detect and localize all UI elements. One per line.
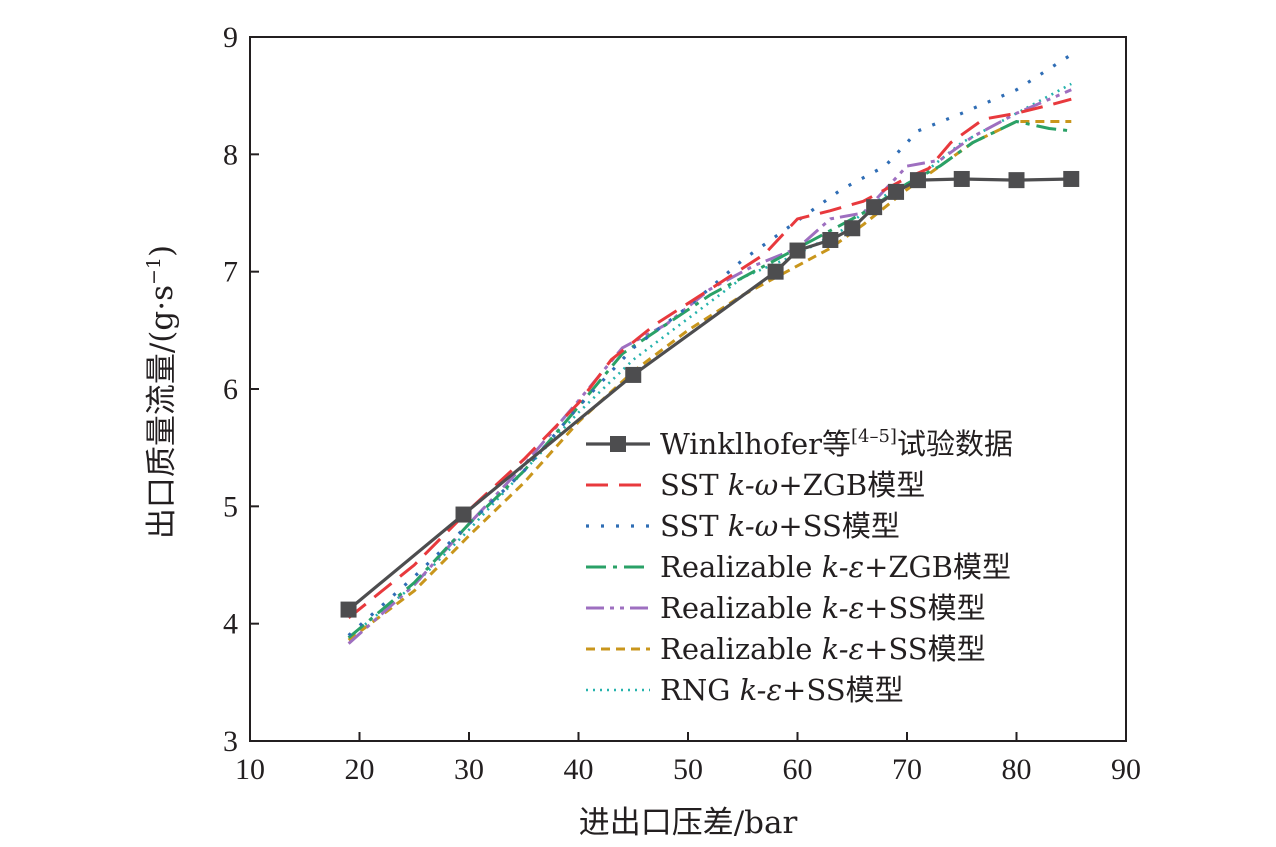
data-point-marker [866,199,883,216]
x-tick-label: 70 [892,753,922,786]
x-tick-label: 40 [564,753,594,786]
x-tick-label: 50 [673,753,703,786]
legend-label-0: Winklhofer等[4–5]试验数据 [660,426,1013,461]
x-tick-label: 80 [1002,753,1032,786]
series-line-5 [347,120,1072,642]
y-tick-label: 9 [223,21,238,54]
y-tick-label: 5 [223,490,238,523]
x-tick-label: 20 [345,753,375,786]
data-point-marker [625,366,642,383]
y-axis-title-s: s [144,285,180,301]
y-axis-title-main: 出口质量流量/(g [144,311,180,539]
legend-label-5: Realizable k-ε+SS模型 [660,632,986,666]
legend-label-4: Realizable k-ε+SS模型 [660,591,986,625]
data-point-marker [822,231,839,248]
axis-ticks: 10 20 30 40 50 60 70 80 90 3 4 5 6 7 8 9 [223,21,1141,786]
data-point-marker [1063,170,1080,187]
y-tick-label: 4 [223,608,238,641]
y-tick-label: 3 [223,725,238,758]
y-tick-label: 8 [223,138,238,171]
legend-label-1: SST k-ω+ZGB模型 [660,468,925,502]
y-tick-label: 6 [223,373,238,406]
y-axis-title-dot: · [144,301,180,311]
series-line-1 [347,97,1072,619]
data-point-marker [844,220,861,237]
data-point-marker [767,263,784,280]
legend-label-6: RNG k-ε+SS模型 [660,673,904,707]
series-layer [340,53,1080,645]
legend: Winklhofer等[4–5]试验数据 SST k-ω+ZGB模型 SST k-ω… [586,426,1013,707]
data-point-marker [789,242,806,259]
legend-label-2: SST k-ω+SS模型 [660,509,900,543]
x-tick-label: 60 [783,753,813,786]
series-line-0 [347,177,1072,611]
y-axis-title: 出口质量流量/(g·s−1) [143,245,180,539]
series-line-4 [347,88,1072,645]
data-point-marker [953,170,970,187]
x-tick-label: 90 [1111,753,1141,786]
data-point-marker [888,183,905,200]
x-tick-label: 10 [235,753,265,786]
data-point-marker [1008,172,1025,189]
data-point-marker [340,601,357,618]
data-point-marker [455,506,472,523]
y-axis-title-sup: −1 [143,257,165,285]
x-axis-title: 进出口压差/bar [579,805,798,841]
y-tick-label: 7 [223,256,238,289]
y-axis-title-close: ) [144,245,180,257]
legend-marker [610,436,626,452]
data-point-marker [909,172,926,189]
legend-label-3: Realizable k-ε+ZGB模型 [660,550,1011,584]
x-tick-label: 30 [454,753,484,786]
